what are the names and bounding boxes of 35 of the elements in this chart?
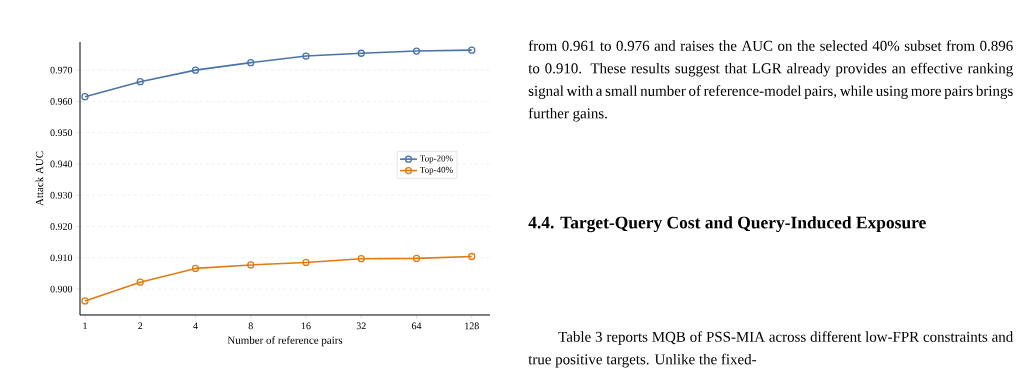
legend-label: Top-40% xyxy=(419,166,453,175)
y-axis-title: Attack AUC xyxy=(35,151,44,206)
y-tick-label: 0.960 xyxy=(50,98,73,105)
y-tick-label: 0.900 xyxy=(50,285,73,293)
point xyxy=(247,261,255,269)
point xyxy=(191,66,200,74)
text: from 0.961 to 0.976 and raises the AUC on the selected 40% subset from 0.896 to 0.910. These results suggest that LGR already provides an effective ranking signal with a small number of reference-model pairs, while using more pairs brings further gains. xyxy=(528,40,1013,122)
x-tick-label: 1 xyxy=(83,322,87,330)
y-tick-label: 0.970 xyxy=(50,66,73,74)
point xyxy=(247,58,255,67)
x-axis-title: Number of reference pairs xyxy=(227,336,343,347)
x-tick-label: 4 xyxy=(193,322,198,330)
y-tick-label: 0.920 xyxy=(50,223,73,230)
point xyxy=(136,78,144,86)
point xyxy=(302,52,310,60)
y-tick-label: 0.950 xyxy=(50,129,73,137)
point xyxy=(136,278,144,286)
y-tick-label: 0.910 xyxy=(50,254,73,262)
point xyxy=(412,47,421,55)
x-tick-label: 16 xyxy=(301,322,311,330)
point xyxy=(302,258,310,267)
x-tick-label: 32 xyxy=(356,322,366,330)
legend-label: Top-20% xyxy=(419,155,453,164)
x-tick-label: 8 xyxy=(248,322,253,330)
point xyxy=(191,264,200,273)
text: 4.4. Target-Query Cost and Query-Induced Exposure xyxy=(528,216,926,233)
point xyxy=(412,254,421,263)
y-tick-label: 0.930 xyxy=(50,191,73,199)
point xyxy=(357,255,365,263)
point xyxy=(357,49,365,57)
x-tick-label: 2 xyxy=(138,322,143,330)
caption: Table 3 reports MQB of PSS-MIA across different low-FPR constraints and true positive targets. Unlike the fixed- xyxy=(528,331,1014,368)
x-tick-label: 128 xyxy=(465,322,479,330)
y-tick-label: 0.940 xyxy=(50,160,73,168)
x-tick-label: 64 xyxy=(411,322,422,330)
